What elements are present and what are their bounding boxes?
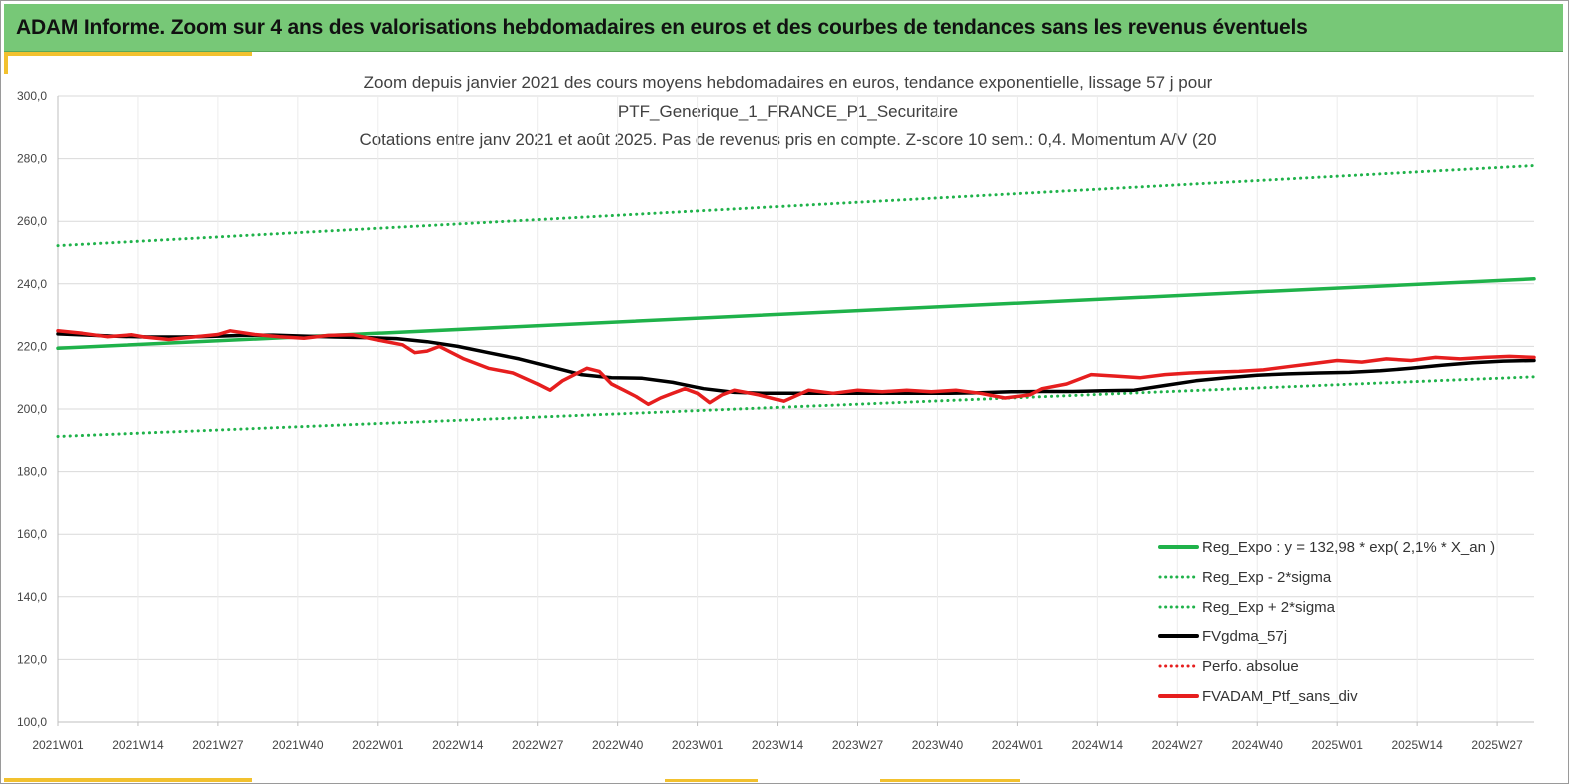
legend-label: FVADAM_Ptf_sans_div: [1202, 688, 1358, 705]
y-tick-label: 220,0: [17, 339, 47, 353]
x-tick-label: 2021W01: [32, 738, 84, 752]
y-axis-tick-labels: 100,0 120,0 140,0 160,0 180,0 200,0 220,0 240,0…: [17, 89, 47, 729]
fvgdma-57j-line: [56, 332, 1536, 396]
x-tick-label: 2025W01: [1312, 738, 1364, 752]
y-tick-label: 240,0: [17, 277, 47, 291]
x-tick-label: 2024W27: [1152, 738, 1204, 752]
chart-title: Zoom depuis janvier 2021 des cours moyen…: [359, 73, 1216, 149]
x-tick-label: 2021W27: [192, 738, 244, 752]
x-tick-label: 2024W14: [1072, 738, 1124, 752]
y-tick-label: 160,0: [17, 527, 47, 541]
accent-bar-bottom-left: [4, 778, 252, 782]
x-tick-label: 2022W40: [592, 738, 644, 752]
x-tick-label: 2022W01: [352, 738, 404, 752]
x-tick-label: 2021W14: [112, 738, 164, 752]
chart-title-line: PTF_Generique_1_FRANCE_P1_Securitaire: [618, 102, 958, 121]
y-tick-label: 280,0: [17, 152, 47, 166]
chart-title-line: Zoom depuis janvier 2021 des cours moyen…: [364, 73, 1213, 92]
accent-bar-bottom-right: [880, 779, 1020, 782]
x-tick-label: 2022W14: [432, 738, 484, 752]
legend-label: Reg_Expo : y = 132,98 * exp( 2,1% * X_an…: [1202, 539, 1495, 556]
chart-legend: Reg_Expo : y = 132,98 * exp( 2,1% * X_an…: [1158, 539, 1495, 705]
legend-label: Perfo. absolue: [1202, 658, 1299, 675]
x-tick-label: 2024W40: [1232, 738, 1284, 752]
x-tick-label: 2023W14: [752, 738, 804, 752]
x-tick-label: 2025W14: [1391, 738, 1443, 752]
x-tick-label: 2023W27: [832, 738, 884, 752]
header-banner: ADAM Informe. Zoom sur 4 ans des valoris…: [4, 4, 1563, 52]
accent-bar-left: [4, 52, 252, 56]
reg-exp-minus-2sigma-line: [56, 375, 1536, 438]
x-tick-label: 2021W40: [272, 738, 324, 752]
x-tick-label: 2023W40: [912, 738, 964, 752]
x-tick-label: 2023W01: [672, 738, 724, 752]
x-tick-label: 2024W01: [992, 738, 1044, 752]
y-tick-label: 200,0: [17, 402, 47, 416]
y-tick-label: 300,0: [17, 89, 47, 103]
reg-exp-plus-2sigma-line: [56, 164, 1536, 248]
accent-bar-left-vertical: [4, 52, 8, 74]
chart-title-line: Cotations entre janv 2021 et août 2025. …: [359, 130, 1216, 149]
page-title: ADAM Informe. Zoom sur 4 ans des valoris…: [16, 16, 1308, 39]
x-axis-tick-labels: 2021W01 2021W14 2021W27 2021W40 2022W01 2022W…: [32, 722, 1523, 752]
x-tick-label: 2025W27: [1471, 738, 1523, 752]
y-tick-label: 120,0: [17, 652, 47, 666]
legend-label: Reg_Exp + 2*sigma: [1202, 599, 1336, 616]
y-tick-label: 140,0: [17, 590, 47, 604]
legend-label: FVgdma_57j: [1202, 628, 1287, 645]
y-tick-label: 180,0: [17, 465, 47, 479]
accent-bar-bottom-mid: [665, 779, 758, 782]
chart-series: [56, 164, 1536, 438]
y-tick-label: 100,0: [17, 715, 47, 729]
y-tick-label: 260,0: [17, 214, 47, 228]
fvadam-ptf-line: [56, 329, 1536, 407]
chart-grid: [57, 95, 1534, 723]
x-tick-label: 2022W27: [512, 738, 564, 752]
legend-label: Reg_Exp - 2*sigma: [1202, 569, 1332, 586]
